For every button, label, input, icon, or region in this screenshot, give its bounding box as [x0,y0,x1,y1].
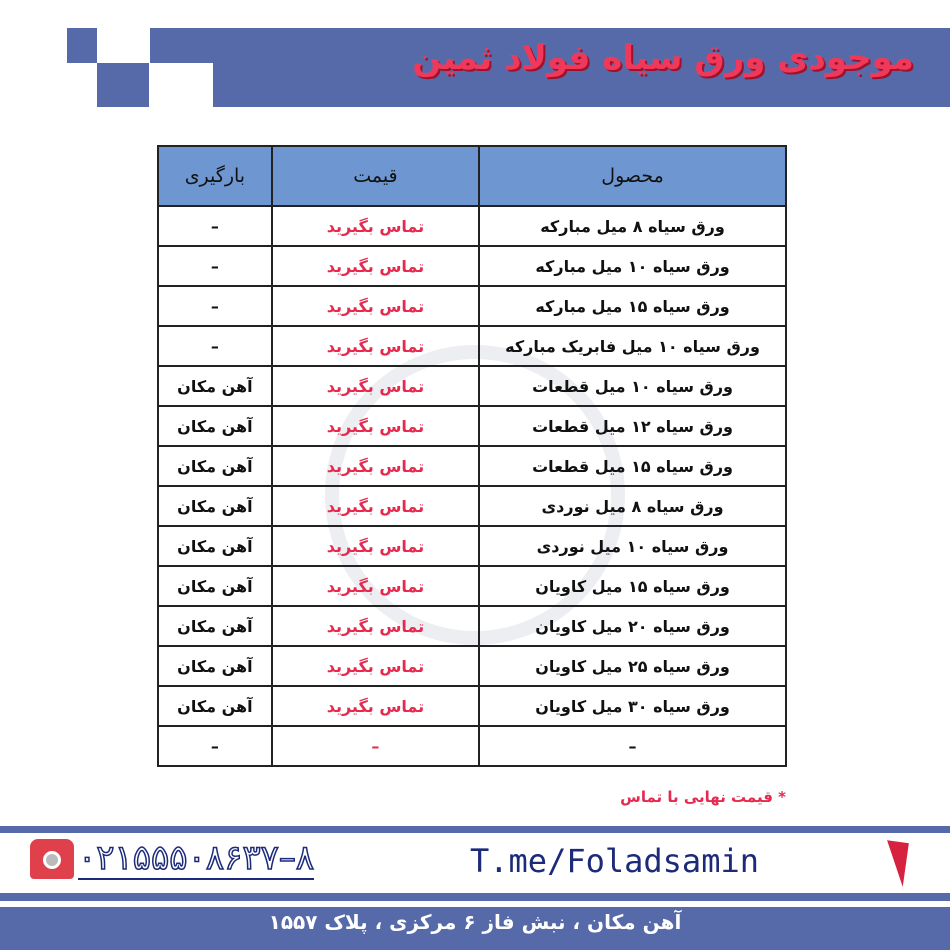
table-row: ورق سیاه ۱۰ میل قطعات تماس بگیرید آهن مکان [157,365,787,407]
loading-cell: آهن مکان [157,685,273,727]
header-product: محصول [478,145,787,207]
decor-square [67,28,97,63]
loading-cell: – [157,245,273,287]
table-row: ورق سیاه ۱۲ میل قطعات تماس بگیرید آهن مکان [157,405,787,447]
product-cell: ورق سیاه ۱۰ میل قطعات [478,365,787,407]
table-header-row: محصول قیمت بارگیری [157,145,787,207]
loading-cell: آهن مکان [157,645,273,687]
product-cell: ورق سیاه ۱۵ میل قطعات [478,445,787,487]
loading-cell: آهن مکان [157,565,273,607]
price-cell: تماس بگیرید [270,605,481,647]
product-cell: ورق سیاه ۲۵ میل کاویان [478,645,787,687]
table-row: ورق سیاه ۲۵ میل کاویان تماس بگیرید آهن مکا… [157,645,787,687]
table-row: ورق سیاه ۱۵ میل مبارکه تماس بگیرید – [157,285,787,327]
price-cell: تماس بگیرید [270,565,481,607]
table-row: ورق سیاه ۸ میل نوردی تماس بگیرید آهن مکان [157,485,787,527]
price-cell: تماس بگیرید [270,685,481,727]
product-cell: ورق سیاه ۳۰ میل کاویان [478,685,787,727]
table-row: ورق سیاه ۸ میل مبارکه تماس بگیرید – [157,205,787,247]
title-banner [213,28,950,107]
table-row: ورق سیاه ۱۰ میل فابریک مبارکه تماس بگیرید… [157,325,787,367]
price-cell: تماس بگیرید [270,445,481,487]
price-cell: – [270,725,481,767]
price-table: محصول قیمت بارگیری ورق سیاه ۸ میل مبارکه… [157,145,787,767]
price-cell: تماس بگیرید [270,645,481,687]
loading-cell: – [157,285,273,327]
price-cell: تماس بگیرید [270,245,481,287]
loading-cell: – [157,325,273,367]
divider-bar [0,893,950,901]
loading-cell: آهن مکان [157,525,273,567]
product-cell: – [478,725,787,767]
table-row: ورق سیاه ۱۰ میل نوردی تماس بگیرید آهن مکان [157,525,787,567]
phone-number: ۰۲۱۵۵۵۰۸۶۳۷–۸ [77,837,315,880]
telegram-link[interactable]: T.me/Foladsamin [470,842,759,880]
price-cell: تماس بگیرید [270,325,481,367]
loading-cell: آهن مکان [157,445,273,487]
price-cell: تماس بگیرید [270,285,481,327]
decor-square [97,63,149,107]
telephone-icon [30,839,74,879]
price-cell: تماس بگیرید [270,405,481,447]
price-cell: تماس بگیرید [270,525,481,567]
price-note: * قیمت نهایی با تماس [620,788,786,806]
product-cell: ورق سیاه ۸ میل نوردی [478,485,787,527]
product-cell: ورق سیاه ۱۵ میل مبارکه [478,285,787,327]
product-cell: ورق سیاه ۸ میل مبارکه [478,205,787,247]
product-cell: ورق سیاه ۱۰ میل نوردی [478,525,787,567]
product-cell: ورق سیاه ۱۲ میل قطعات [478,405,787,447]
loading-cell: آهن مکان [157,605,273,647]
price-cell: تماس بگیرید [270,205,481,247]
price-cell: تماس بگیرید [270,485,481,527]
header-loading: بارگیری [157,145,273,207]
table-row: ورق سیاه ۱۵ میل قطعات تماس بگیرید آهن مکان [157,445,787,487]
page-title: موجودی ورق سیاه فولاد ثمین [412,38,915,78]
phone-contact: ۰۲۱۵۵۵۰۸۶۳۷–۸ [30,837,315,880]
product-cell: ورق سیاه ۱۰ میل مبارکه [478,245,787,287]
product-cell: ورق سیاه ۱۰ میل فابریک مبارکه [478,325,787,367]
table-row: ورق سیاه ۲۰ میل کاویان تماس بگیرید آهن مکا… [157,605,787,647]
loading-cell: آهن مکان [157,405,273,447]
loading-cell: آهن مکان [157,485,273,527]
table-row: ورق سیاه ۱۰ میل مبارکه تماس بگیرید – [157,245,787,287]
address: آهن مکان ، نبش فاز ۶ مرکزی ، پلاک ۱۵۵۷ [268,910,682,934]
address-bar [0,907,950,950]
product-cell: ورق سیاه ۲۰ میل کاویان [478,605,787,647]
table-row: – – – [157,725,787,767]
header-price: قیمت [270,145,481,207]
table-row: ورق سیاه ۳۰ میل کاویان تماس بگیرید آهن مکا… [157,685,787,727]
decor-square [150,28,213,63]
loading-cell: – [157,205,273,247]
telegram-send-icon [859,837,909,887]
price-cell: تماس بگیرید [270,365,481,407]
product-cell: ورق سیاه ۱۵ میل کاویان [478,565,787,607]
divider-bar [0,826,950,833]
loading-cell: – [157,725,273,767]
table-row: ورق سیاه ۱۵ میل کاویان تماس بگیرید آهن مکا… [157,565,787,607]
loading-cell: آهن مکان [157,365,273,407]
